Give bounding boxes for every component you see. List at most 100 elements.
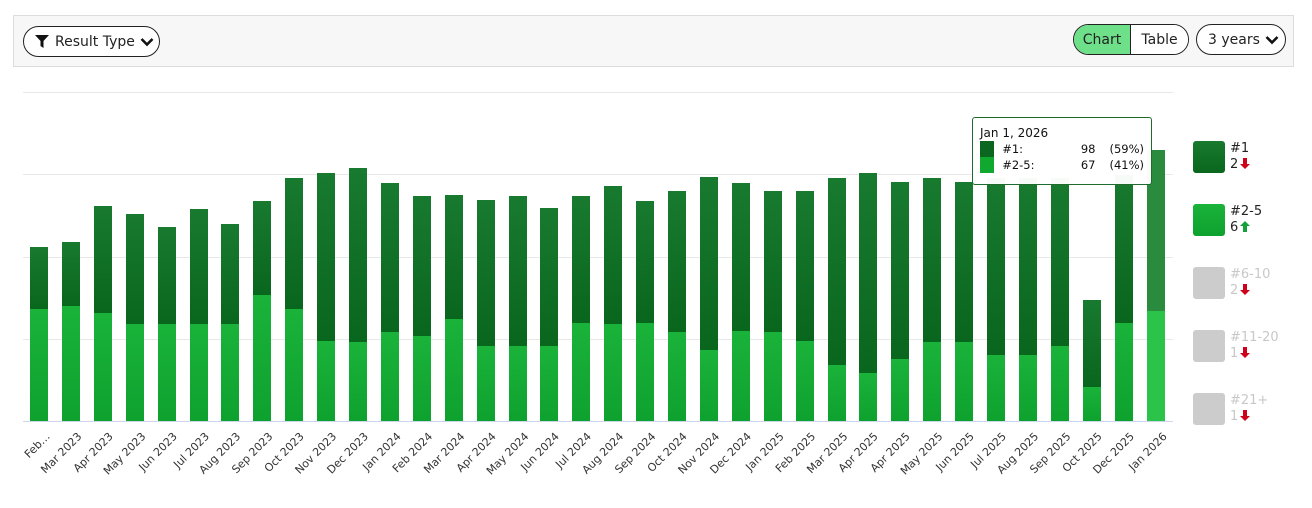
bar-11[interactable] [380,183,399,421]
bar-segment-rank-2-5[interactable] [604,324,623,421]
bar-12[interactable] [412,196,431,421]
bar-3[interactable] [125,214,144,421]
bar-20[interactable] [668,191,686,421]
bar-segment-rank-2-5[interactable] [157,324,176,421]
bar-segment-rank-2-5[interactable] [891,358,910,421]
bar-segment-rank-2-5[interactable] [285,309,304,421]
bar-segment-rank-1[interactable] [1018,178,1037,356]
bar-21[interactable] [699,176,718,421]
bar-segment-rank-1[interactable] [955,181,974,343]
bar-5[interactable] [189,209,208,421]
bar-segment-rank-1[interactable] [1050,178,1069,346]
bar-segment-rank-2-5[interactable] [125,324,144,421]
bar-28[interactable] [923,178,942,421]
bar-segment-rank-2-5[interactable] [317,340,336,421]
bar-segment-rank-2-5[interactable] [221,324,240,421]
bar-10[interactable] [349,168,367,421]
bar-segment-rank-2-5[interactable] [380,332,399,421]
bar-segment-rank-2-5[interactable] [349,342,367,421]
bar-segment-rank-2-5[interactable] [253,294,272,421]
bar-segment-rank-2-5[interactable] [1018,355,1037,421]
bar-segment-rank-2-5[interactable] [763,332,782,421]
bar-segment-rank-2-5[interactable] [668,332,686,421]
bar-segment-rank-1[interactable] [763,191,782,333]
bar-segment-rank-1[interactable] [412,196,431,336]
bar-9[interactable] [317,173,336,421]
bar-segment-rank-1[interactable] [285,178,304,310]
bar-segment-rank-2-5[interactable] [189,324,208,421]
bar-segment-rank-2-5[interactable] [1082,386,1101,421]
bar-2[interactable] [93,206,112,421]
bar-segment-rank-1[interactable] [30,247,48,310]
bar-segment-rank-1[interactable] [731,183,750,331]
bar-segment-rank-2-5[interactable] [30,309,48,421]
bar-segment-rank-1[interactable] [859,173,878,374]
bar-segment-rank-2-5[interactable] [859,373,878,421]
bar-24[interactable] [795,191,814,421]
bar-segment-rank-2-5[interactable] [955,342,974,421]
bar-segment-rank-2-5[interactable] [444,319,463,421]
chart-view-button[interactable]: Chart [1074,25,1131,54]
bar-16[interactable] [540,207,559,421]
bar-34[interactable] [1114,175,1133,421]
bar-segment-rank-1[interactable] [476,199,495,346]
bar-segment-rank-2-5[interactable] [476,345,495,421]
bar-23[interactable] [763,191,782,421]
bar-1[interactable] [61,242,80,421]
bar-segment-rank-1[interactable] [221,224,240,325]
bar-segment-rank-1[interactable] [1146,150,1165,312]
bar-segment-rank-2-5[interactable] [1114,322,1133,421]
legend-item-2-5[interactable]: #2-5 6 [1193,204,1303,238]
bar-segment-rank-2-5[interactable] [987,355,1005,421]
bar-18[interactable] [604,186,623,421]
legend-item-21[interactable]: #21+ 1 [1193,393,1303,427]
bar-segment-rank-1[interactable] [923,178,942,343]
bar-segment-rank-2-5[interactable] [61,306,80,421]
bar-15[interactable] [508,196,527,421]
bar-14[interactable] [476,199,495,421]
bar-35[interactable] [1146,150,1165,421]
legend-item-1[interactable]: #1 2 [1193,141,1303,175]
bar-31[interactable] [1018,178,1037,421]
bar-segment-rank-2-5[interactable] [540,345,559,421]
bar-segment-rank-2-5[interactable] [699,350,718,421]
bar-segment-rank-1[interactable] [604,186,623,325]
bar-segment-rank-1[interactable] [891,181,910,359]
bar-segment-rank-1[interactable] [540,207,559,346]
legend-item-11-20[interactable]: #11-20 1 [1193,330,1303,364]
bar-segment-rank-2-5[interactable] [572,322,591,421]
bar-13[interactable] [444,194,463,421]
bar-segment-rank-1[interactable] [699,176,718,351]
bar-segment-rank-1[interactable] [380,183,399,333]
legend-item-6-10[interactable]: #6-10 2 [1193,267,1303,301]
bar-26[interactable] [859,173,878,421]
bar-8[interactable] [285,178,304,421]
bar-segment-rank-1[interactable] [189,209,208,325]
bar-segment-rank-1[interactable] [668,191,686,333]
bar-22[interactable] [731,183,750,421]
bar-0[interactable] [30,247,48,421]
bar-segment-rank-1[interactable] [157,227,176,325]
bar-segment-rank-1[interactable] [253,201,272,295]
time-range-select[interactable]: 3 years [1196,24,1286,55]
bar-segment-rank-2-5[interactable] [636,322,655,421]
bar-segment-rank-1[interactable] [61,242,80,307]
bar-segment-rank-1[interactable] [1082,299,1101,387]
bar-6[interactable] [221,224,240,421]
bar-segment-rank-1[interactable] [572,196,591,323]
bar-segment-rank-2-5[interactable] [827,365,846,421]
bar-7[interactable] [253,201,272,421]
bar-33[interactable] [1082,299,1101,421]
bar-32[interactable] [1050,178,1069,421]
bar-segment-rank-2-5[interactable] [923,342,942,421]
bar-19[interactable] [636,201,655,421]
bar-segment-rank-1[interactable] [444,194,463,320]
bar-segment-rank-2-5[interactable] [93,312,112,421]
bar-25[interactable] [827,178,846,421]
bar-29[interactable] [955,181,974,421]
bar-27[interactable] [891,181,910,421]
bar-segment-rank-1[interactable] [1114,175,1133,323]
bar-segment-rank-2-5[interactable] [1050,345,1069,421]
bar-segment-rank-1[interactable] [349,168,367,343]
bar-30[interactable] [987,178,1005,421]
